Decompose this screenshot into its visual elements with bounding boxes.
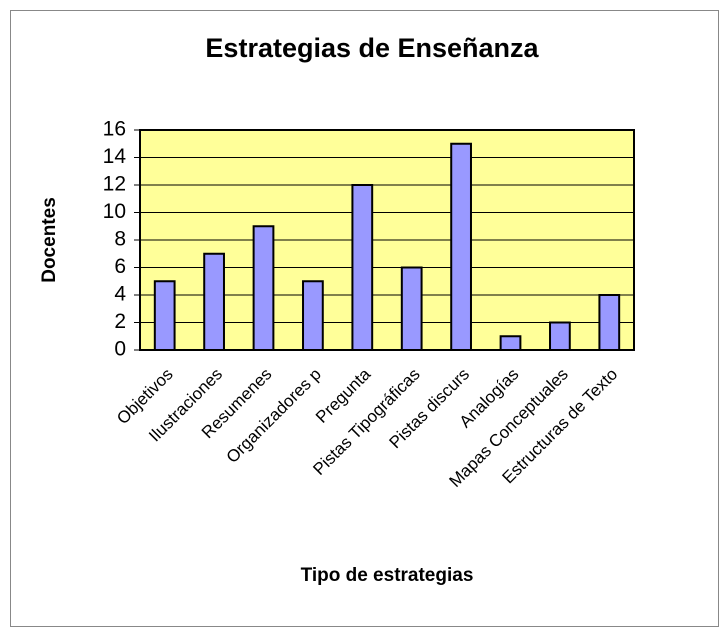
y-tick-label: 6: [114, 255, 126, 278]
x-axis-title: Tipo de estrategias: [301, 565, 474, 586]
y-tick-label: 4: [114, 283, 126, 306]
bar: [203, 252, 225, 351]
bar: [400, 266, 423, 351]
bar: [153, 280, 176, 351]
y-tick-label: 14: [103, 145, 127, 168]
y-tick-label: 12: [103, 173, 126, 196]
bar: [351, 184, 374, 351]
bar: [450, 142, 472, 351]
plot-border: [139, 129, 635, 351]
y-tick-label: 16: [103, 118, 126, 141]
bar: [252, 225, 275, 351]
bar: [598, 294, 621, 351]
y-tick-label: 2: [114, 310, 126, 333]
bar: [549, 321, 571, 351]
chart-title: Estrategias de Enseñanza: [205, 33, 539, 63]
y-tick-label: 8: [114, 228, 126, 251]
y-tick-label: 10: [103, 200, 126, 223]
y-tick-label: 0: [114, 338, 126, 361]
bar: [499, 335, 522, 351]
y-axis-title: Docentes: [39, 197, 60, 283]
bar: [302, 280, 324, 351]
